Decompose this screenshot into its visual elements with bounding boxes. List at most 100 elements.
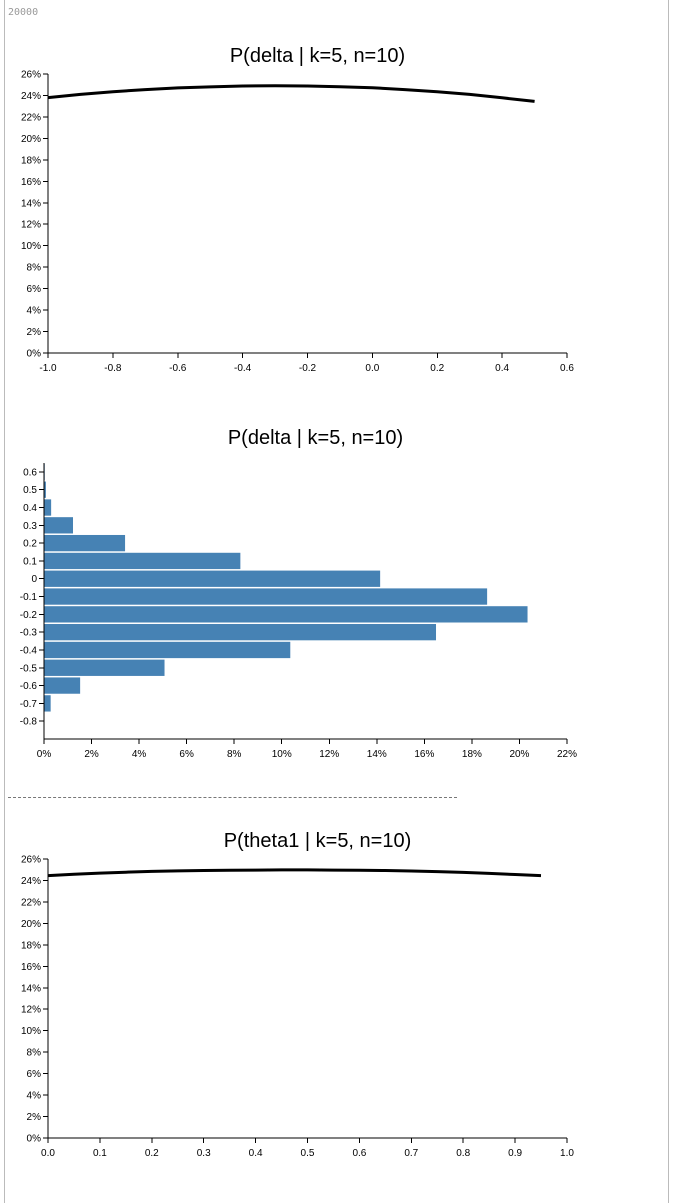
y-tick-label: -0.6 xyxy=(20,681,38,692)
x-tick-label: 0.0 xyxy=(365,363,379,374)
x-tick-label: -0.4 xyxy=(234,363,252,374)
chart-title: P(theta1 | k=5, n=10) xyxy=(224,830,412,852)
x-tick-label: 4% xyxy=(132,749,147,760)
x-tick-label: 0.6 xyxy=(560,363,574,374)
histogram-bar xyxy=(44,570,381,587)
y-tick-label: 22% xyxy=(21,897,41,908)
y-tick-label: 0.3 xyxy=(23,521,37,532)
x-tick-label: 0.1 xyxy=(93,1148,107,1159)
y-tick-label: 10% xyxy=(21,1026,41,1037)
x-tick-label: 18% xyxy=(462,749,482,760)
x-tick-label: -0.6 xyxy=(169,363,187,374)
x-tick-label: 0.8 xyxy=(456,1148,470,1159)
y-tick-label: 24% xyxy=(21,876,41,887)
y-tick-label: 0.6 xyxy=(23,467,37,478)
delta-line-chart: P(delta | k=5, n=10) 0% 2% 4% 6% 8% 10% 12% 14% 1… xyxy=(21,45,574,374)
y-tick-label: 12% xyxy=(21,1005,41,1016)
y-tick-label: 20% xyxy=(21,919,41,930)
y-tick-label: 4% xyxy=(27,1091,42,1102)
frame-right-border xyxy=(668,0,669,1203)
x-tick-label: -0.8 xyxy=(104,363,122,374)
histogram-bar xyxy=(44,624,437,641)
y-tick-label: -0.7 xyxy=(20,699,38,710)
x-tick-label: 0.0 xyxy=(41,1148,55,1159)
y-tick-label: 0.2 xyxy=(23,539,37,550)
y-tick-label: -0.4 xyxy=(20,645,38,656)
x-tick-label: 0.2 xyxy=(430,363,444,374)
x-tick-label: 0.9 xyxy=(508,1148,522,1159)
x-tick-label: 14% xyxy=(367,749,387,760)
y-tick-label: -0.5 xyxy=(20,663,38,674)
y-tick-label: 22% xyxy=(21,112,41,123)
x-tick-label: 0.3 xyxy=(197,1148,211,1159)
section-divider xyxy=(8,797,457,798)
x-tick-label: 8% xyxy=(227,749,242,760)
y-tick-label: -0.2 xyxy=(20,610,38,621)
histogram-bar xyxy=(44,677,81,694)
x-tick-label: 16% xyxy=(414,749,434,760)
x-tick-label: 20% xyxy=(509,749,529,760)
histogram-bar xyxy=(44,606,528,623)
histogram-bar xyxy=(44,499,52,516)
x-tick-label: 0.2 xyxy=(145,1148,159,1159)
frame-left-border xyxy=(4,0,5,1203)
y-tick-label: 16% xyxy=(21,962,41,973)
histogram-bar xyxy=(44,481,46,498)
chart-title: P(delta | k=5, n=10) xyxy=(230,45,405,67)
x-tick-label: 6% xyxy=(179,749,194,760)
x-tick-label: -1.0 xyxy=(39,363,57,374)
x-tick-label: 0.4 xyxy=(249,1148,263,1159)
x-tick-label: 2% xyxy=(84,749,99,760)
y-tick-label: -0.1 xyxy=(20,592,38,603)
y-tick-label: 8% xyxy=(27,1048,42,1059)
y-tick-label: 18% xyxy=(21,155,41,166)
density-curve xyxy=(47,84,535,103)
y-tick-label: 12% xyxy=(21,220,41,231)
y-tick-label: 0 xyxy=(31,574,37,585)
x-tick-label: 0.7 xyxy=(404,1148,418,1159)
y-tick-label: 0.5 xyxy=(23,485,37,496)
histogram-bar xyxy=(44,534,126,552)
x-tick-label: 12% xyxy=(319,749,339,760)
y-tick-label: 0.4 xyxy=(23,503,37,514)
y-tick-label: 0% xyxy=(27,1134,42,1145)
x-tick-label: 0.6 xyxy=(352,1148,366,1159)
y-tick-label: -0.3 xyxy=(20,628,38,639)
histogram-bar xyxy=(44,695,51,712)
y-tick-label: 6% xyxy=(27,1069,42,1080)
histogram-bar xyxy=(44,552,241,570)
histogram-bar xyxy=(44,588,488,605)
y-tick-label: 14% xyxy=(21,198,41,209)
y-tick-label: 18% xyxy=(21,940,41,951)
y-tick-label: 4% xyxy=(27,306,42,317)
y-tick-label: -0.8 xyxy=(20,717,38,728)
x-tick-label: 22% xyxy=(557,749,577,760)
y-tick-label: 8% xyxy=(27,263,42,274)
y-tick-label: 14% xyxy=(21,983,41,994)
y-tick-label: 6% xyxy=(27,284,42,295)
y-tick-label: 16% xyxy=(21,177,41,188)
histogram-bar xyxy=(44,517,74,534)
y-tick-label: 0.1 xyxy=(23,556,37,567)
y-tick-label: 26% xyxy=(21,70,41,81)
sample-count: 20000 xyxy=(8,7,39,18)
x-tick-label: -0.2 xyxy=(299,363,317,374)
y-tick-label: 2% xyxy=(27,327,42,338)
density-curve xyxy=(47,868,542,878)
histogram-bar xyxy=(44,641,291,659)
x-tick-label: 0.5 xyxy=(301,1148,315,1159)
x-tick-label: 0% xyxy=(37,749,52,760)
x-tick-label: 10% xyxy=(272,749,292,760)
y-tick-label: 24% xyxy=(21,91,41,102)
x-tick-label: 1.0 xyxy=(560,1148,574,1159)
histogram-bar xyxy=(44,659,165,676)
y-tick-label: 0% xyxy=(27,349,42,360)
y-tick-label: 2% xyxy=(27,1112,42,1123)
y-tick-label: 26% xyxy=(21,855,41,866)
x-tick-label: 0.4 xyxy=(495,363,509,374)
y-tick-label: 20% xyxy=(21,134,41,145)
y-tick-label: 10% xyxy=(21,241,41,252)
chart-title: P(delta | k=5, n=10) xyxy=(228,427,403,449)
delta-histogram-chart: P(delta | k=5, n=10) 0.6 0.5 0.4 0.3 0.2 0.1 0 -… xyxy=(20,427,577,760)
